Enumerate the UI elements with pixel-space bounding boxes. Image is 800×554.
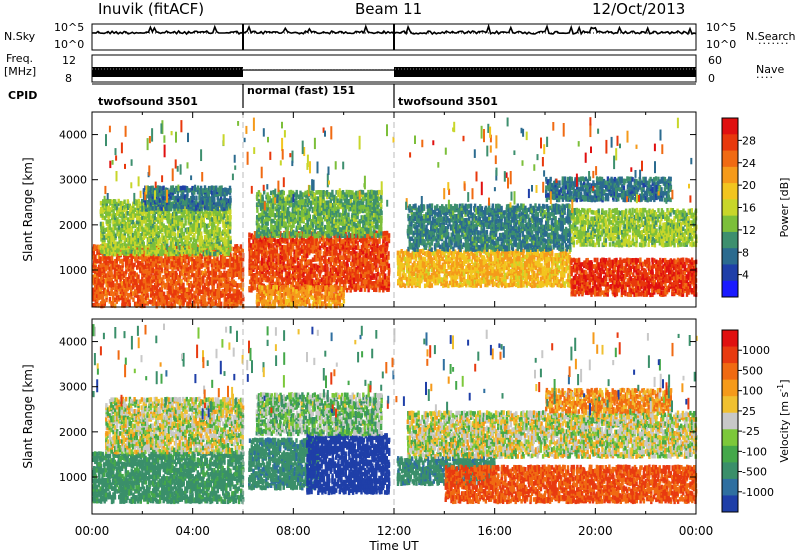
data-cell <box>137 279 139 284</box>
nsky-trace <box>92 24 696 50</box>
data-cell <box>164 283 166 288</box>
data-cell <box>132 297 134 302</box>
radar-summary-figure: 4000300020001000Slant Range [km] 4000300… <box>0 0 800 554</box>
data-cell <box>99 256 101 261</box>
data-cell <box>116 285 118 290</box>
cpid-lines <box>92 84 696 108</box>
data-cell <box>223 271 225 276</box>
data-cell <box>107 277 109 282</box>
freq-band-seg-1 <box>92 67 243 77</box>
data-cell <box>94 245 96 250</box>
data-cell <box>175 286 177 291</box>
data-cell <box>186 287 188 292</box>
data-cell <box>133 263 135 268</box>
data-cell <box>141 281 143 286</box>
data-cell <box>162 275 164 280</box>
data-cell <box>137 295 139 300</box>
data-cell <box>98 279 100 284</box>
data-cell <box>207 267 209 272</box>
data-cell <box>213 301 215 306</box>
data-cell <box>198 269 200 274</box>
data-cell <box>121 259 123 264</box>
data-cell <box>197 302 199 307</box>
data-cell <box>125 298 127 303</box>
data-cell <box>231 263 233 268</box>
data-cell <box>175 271 177 276</box>
data-cell <box>214 296 216 301</box>
data-cell <box>227 277 229 282</box>
data-cell <box>182 283 184 288</box>
data-cell <box>128 299 130 304</box>
data-cell <box>134 271 136 276</box>
data-cell <box>234 249 236 254</box>
data-cell <box>186 267 188 272</box>
data-cell <box>143 279 145 284</box>
data-cell <box>103 299 105 304</box>
freq-trace <box>92 67 696 77</box>
freq-band-seg-3 <box>394 67 696 77</box>
data-cell <box>96 267 98 272</box>
data-cell <box>204 297 206 302</box>
data-cell <box>137 274 139 279</box>
data-cell <box>134 279 136 284</box>
data-cell <box>146 293 148 298</box>
data-cell <box>220 302 222 307</box>
data-cell <box>127 293 129 298</box>
data-cell <box>204 302 206 307</box>
data-cell <box>209 277 211 282</box>
data-cell <box>137 260 139 265</box>
data-cell <box>112 281 114 286</box>
data-cell <box>116 291 118 296</box>
data-cell <box>128 259 130 264</box>
data-cell <box>160 257 162 262</box>
data-cell <box>184 298 186 303</box>
